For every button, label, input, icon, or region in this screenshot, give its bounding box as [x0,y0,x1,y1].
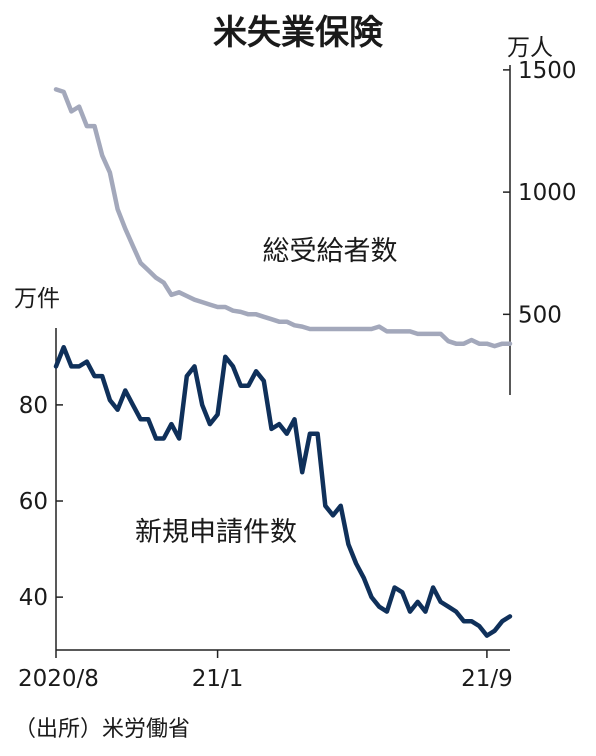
series-lines [53,87,513,638]
x-tick-label: 21/1 [192,666,244,692]
source-note: （出所）米労働省 [14,717,190,742]
right-tick-label: 1000 [518,180,577,206]
left-tick-label: 40 [19,585,48,611]
left-tick-label: 80 [19,393,48,419]
x-tick-label: 2020/8 [18,666,99,692]
left-tick-label: 60 [19,489,48,515]
series-line-recipients [53,87,513,349]
x-tick-label: 21/9 [461,666,513,692]
series-label-recipients: 総受給者数 [263,236,398,267]
series-label-new-claims: 新規申請件数 [135,517,297,548]
chart-title: 米失業保険 [213,13,384,53]
right-axis-unit: 万人 [507,35,553,61]
right-tick-label: 500 [518,302,562,328]
left-axis-unit: 万件 [14,286,60,312]
series-line-new-claims [53,344,513,638]
right-tick-label: 1500 [518,58,577,84]
axes: 40 60 80 500 1000 1500 2020/8 21/1 21/9 [18,58,577,692]
